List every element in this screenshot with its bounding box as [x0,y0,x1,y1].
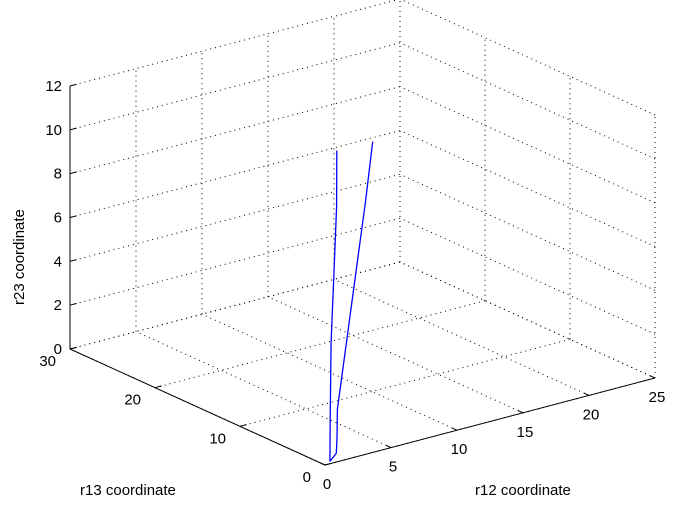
grid-line [69,130,401,218]
z-tick-mark [69,171,77,175]
grid-line [69,42,401,131]
x-tick-mark [583,392,590,396]
z-tick-mark [69,346,77,350]
z-tick-label: 12 [45,78,62,95]
y-tick-mark [239,424,247,427]
z-tick-label: 2 [54,297,62,314]
z-tick-mark [69,259,77,262]
grid-line [333,278,590,396]
x-tick-label: 5 [389,459,397,476]
x-axis-line [324,377,656,466]
x-tick-label: 10 [451,441,468,458]
grid-line [399,217,656,335]
x-tick-label: 20 [583,406,600,423]
grid-line [399,261,656,379]
grid-line [69,217,401,306]
grid-line [239,338,571,427]
x-tick-label: 0 [323,476,331,493]
grid-line [399,173,656,291]
grid-line [400,0,656,116]
grid-line [69,0,399,87]
z-tick-label: 8 [54,166,62,183]
x-tick-mark [385,444,392,449]
x-tick-mark [517,410,524,414]
y-axis-line [69,348,326,466]
z-tick-label: 0 [54,341,62,358]
z-tick-label: 10 [45,122,62,139]
x-tick-mark [319,462,326,466]
grid-line [69,261,401,350]
z-tick-label: 4 [54,253,62,270]
grid-line [201,313,458,431]
y-tick-label: 30 [39,353,56,370]
x-axis-label: r12 coordinate [475,482,571,499]
x-tick-mark [451,427,458,431]
z-tick-mark [69,127,77,131]
z-tick-label: 6 [54,210,62,227]
x-tick-label: 15 [517,424,534,441]
grid-line [135,331,392,449]
data-series [329,141,374,462]
y-tick-label: 20 [124,392,141,409]
grid-line [399,42,656,160]
grid-lines [69,0,656,466]
x-tick-mark [649,375,656,379]
y-axis-label: r13 coordinate [80,482,176,499]
grid-line [399,86,656,204]
grid-line [154,300,486,389]
z-tick-mark [69,83,77,87]
grid-line [69,86,401,175]
y-tick-label: 0 [303,469,311,486]
series-line-2 [329,150,338,462]
grid-line [399,130,656,247]
axes [69,83,656,466]
y-tick-mark [154,385,162,389]
grid-line [69,173,401,262]
z-axis-label: r23 coordinate [11,209,28,305]
z-tick-mark [69,302,77,306]
y-tick-label: 10 [209,430,226,447]
grid-line [267,296,524,414]
series-line-1 [329,141,374,462]
y-tick-mark [324,462,332,466]
z-tick-mark [69,215,77,218]
x-tick-label: 25 [649,389,666,406]
